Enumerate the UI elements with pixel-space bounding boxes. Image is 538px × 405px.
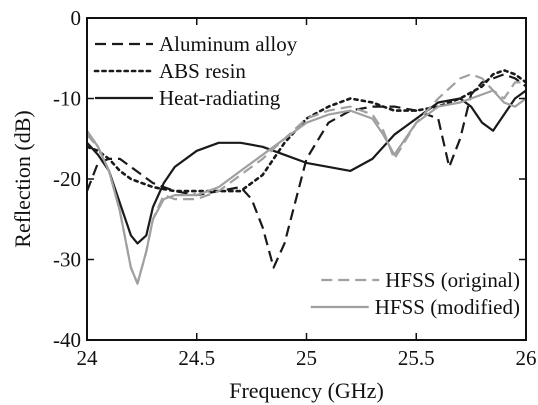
y-tick-label: -30 bbox=[53, 248, 81, 272]
series-line-hfss-original bbox=[87, 73, 526, 285]
series-line-abs-resin bbox=[87, 69, 526, 193]
y-tick-label: 0 bbox=[71, 6, 82, 30]
y-tick-label: -10 bbox=[53, 87, 81, 111]
y-tick-label: -20 bbox=[53, 167, 81, 191]
series-layer bbox=[87, 69, 526, 285]
legend-label-heat-radiating: Heat-radiating bbox=[159, 86, 281, 110]
legend-layer: Aluminum alloy ABS resin Heat-radiating HFS… bbox=[93, 32, 520, 319]
series-line-heat-radiating bbox=[87, 89, 526, 245]
x-tick-label: 25.5 bbox=[398, 346, 435, 370]
x-tick-label: 24.5 bbox=[178, 346, 215, 370]
x-axis-label: Frequency (GHz) bbox=[229, 378, 384, 403]
y-tick-label: -40 bbox=[53, 328, 81, 352]
legend-label-aluminum-alloy: Aluminum alloy bbox=[159, 32, 298, 56]
y-axis-label: Reflection (dB) bbox=[10, 110, 35, 247]
legend-label-hfss-modified: HFSS (modified) bbox=[375, 295, 520, 319]
ticks-layer: 24 24.5 25 25.5 26 0 -10 -20 -30 -40 bbox=[53, 6, 537, 370]
x-tick-label: 24 bbox=[77, 346, 99, 370]
series-line-hfss-modified bbox=[87, 89, 526, 285]
legend-label-hfss-original: HFSS (original) bbox=[385, 268, 520, 292]
x-tick-label: 26 bbox=[516, 346, 537, 370]
legend-label-abs-resin: ABS resin bbox=[159, 59, 246, 83]
x-tick-label: 25 bbox=[296, 346, 317, 370]
